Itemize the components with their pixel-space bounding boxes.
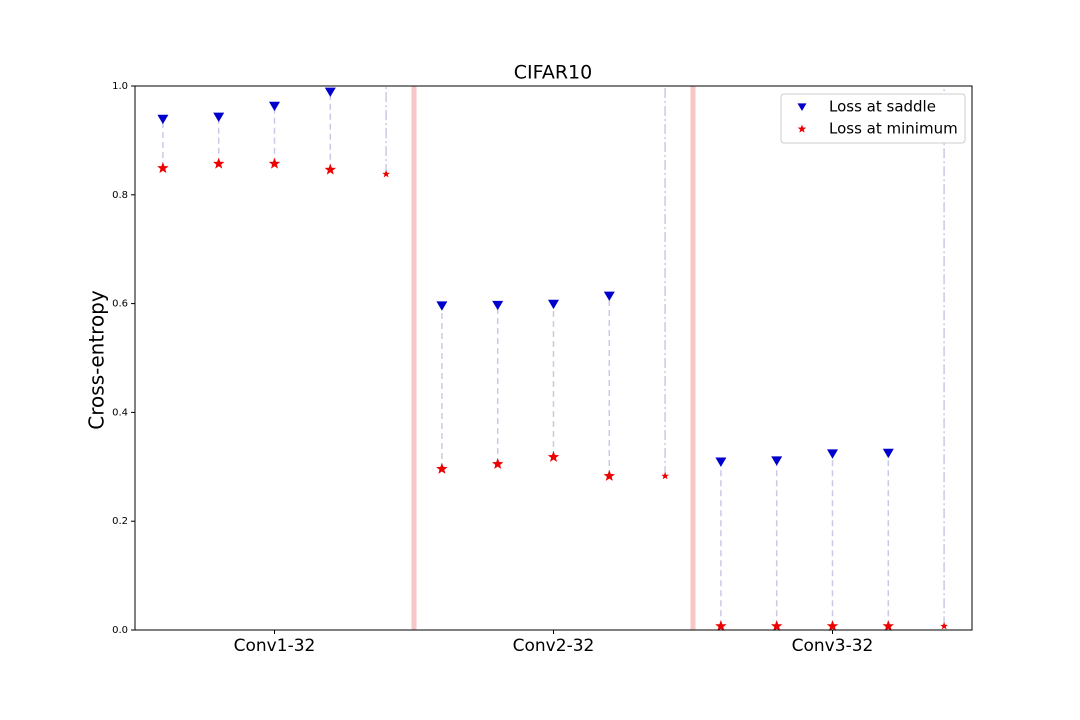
legend-label: Loss at minimum	[829, 120, 958, 138]
minimum-marker	[771, 620, 783, 631]
legend-marker	[797, 124, 807, 133]
y-tick-label: 1.0	[112, 81, 128, 92]
legend-label: Loss at saddle	[829, 98, 936, 116]
saddle-marker	[269, 101, 280, 112]
saddle-marker	[827, 449, 838, 459]
saddle-marker	[492, 300, 504, 311]
y-axis-label: Cross-entropy	[85, 290, 109, 430]
y-tick-label: 0.2	[112, 516, 128, 527]
minimum-marker	[826, 620, 839, 631]
separator	[411, 86, 417, 630]
minimum-marker	[492, 458, 504, 469]
minimum-marker	[661, 472, 669, 480]
saddle-marker	[213, 112, 225, 122]
minimum-marker	[882, 620, 894, 631]
saddle-marker	[548, 299, 559, 310]
minimum-marker	[603, 470, 615, 481]
x-tick-label: Conv3-32	[792, 636, 874, 656]
saddle-marker	[882, 448, 894, 459]
separator	[690, 86, 696, 630]
saddle-marker	[157, 114, 169, 125]
saddle-marker	[715, 457, 727, 467]
plot-frame	[134, 85, 973, 631]
minimum-marker	[940, 622, 948, 630]
minimum-marker	[268, 157, 281, 169]
minimum-marker	[547, 451, 560, 462]
y-tick-label: 0.0	[112, 625, 128, 636]
minimum-marker	[715, 620, 727, 631]
minimum-marker	[213, 157, 225, 169]
minimum-marker	[157, 162, 169, 173]
x-tick-label: Conv1-32	[234, 636, 316, 656]
saddle-marker	[324, 87, 336, 97]
y-tick-label: 0.8	[112, 190, 128, 201]
minimum-marker	[436, 463, 448, 474]
saddle-marker	[436, 301, 448, 311]
legend-marker	[797, 103, 807, 112]
x-tick-label: Conv2-32	[513, 636, 595, 656]
y-tick-label: 0.6	[112, 299, 128, 310]
minimum-marker	[324, 163, 336, 175]
saddle-marker	[771, 456, 783, 466]
legend-box	[780, 93, 966, 144]
minimum-marker	[382, 170, 390, 178]
saddle-marker	[603, 291, 615, 301]
chart-title: CIFAR10	[514, 62, 592, 84]
y-tick-label: 0.4	[112, 407, 128, 418]
